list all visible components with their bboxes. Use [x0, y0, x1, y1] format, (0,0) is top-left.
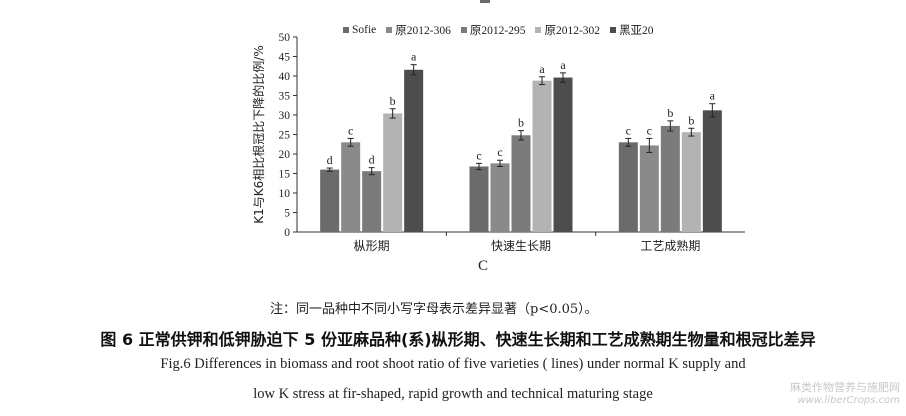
y-tick-label: 20 [279, 149, 291, 161]
bar-chart: 0 5 10 15 20 25 30 35 40 45 50 K1与K6相比根冠比下降的比例/% 枞形期… [251, 32, 745, 253]
bar [362, 171, 382, 232]
legend-swatch [610, 27, 617, 33]
y-tick-label: 35 [279, 91, 291, 103]
legend-item: 黑亚20 [610, 22, 654, 38]
legend-swatch [460, 27, 467, 33]
watermark-line2: www.liberCrops.com [797, 394, 900, 406]
x-tick-label: 工艺成熟期 [640, 238, 700, 253]
figure-caption-chinese: 图 6 正常供钾和低钾胁迫下 5 份亚麻品种(系)枞形期、快速生长期和工艺成熟期… [100, 330, 816, 349]
legend-label: Sofie [352, 24, 377, 36]
significance-letter: c [647, 123, 652, 137]
significance-letter: c [476, 148, 481, 162]
bar [618, 142, 638, 232]
chart-legend: Sofie 原2012-306 原2012-295 原2012-302 黑亚20 [343, 22, 654, 38]
figure-caption-english-line1: Fig.6 Differences in biomass and root sh… [160, 356, 746, 372]
legend-swatch [343, 27, 349, 33]
legend-label: 黑亚20 [619, 25, 654, 37]
y-tick-label: 10 [279, 188, 291, 200]
y-axis-label: K1与K6相比根冠比下降的比例/% [251, 45, 266, 223]
y-tick-label: 50 [279, 32, 291, 44]
y-tick-label: 30 [279, 110, 291, 122]
bar [469, 166, 489, 232]
significance-letter: b [667, 106, 673, 120]
significance-letter: c [497, 145, 502, 159]
x-tick-label: 快速生长期 [491, 239, 551, 253]
bar [681, 132, 701, 232]
bar [341, 142, 361, 232]
legend-item: 原2012-295 [460, 22, 526, 38]
bar [639, 145, 659, 232]
significance-letter: b [518, 116, 524, 130]
y-tick-label: 25 [279, 130, 291, 142]
legend-item: 原2012-306 [386, 22, 451, 38]
bar [532, 80, 552, 233]
bar [702, 110, 722, 232]
legend-label: 原2012-295 [469, 25, 526, 37]
figure-caption-english-line2: low K stress at fir-shaped, rapid growth… [253, 386, 653, 402]
significance-letter: c [626, 123, 631, 137]
watermark-line1: 麻类作物营养与施肥网 [790, 381, 900, 394]
legend-item: 原2012-302 [535, 22, 600, 38]
y-tick-label: 5 [284, 208, 290, 220]
bar [490, 163, 510, 232]
bar [320, 169, 340, 232]
significance-letter: b [390, 94, 396, 108]
significance-letter: a [560, 58, 566, 72]
significance-letter: a [539, 62, 545, 76]
y-tick-label: 0 [284, 227, 290, 239]
significance-letter: a [710, 89, 716, 103]
significance-letter: b [688, 113, 694, 127]
figure-note: 注：同一品种中不同小写字母表示差异显著（p<0.05）。 [270, 302, 598, 317]
y-tick-label: 45 [279, 52, 291, 64]
legend-swatch [386, 27, 393, 33]
panel-label: C [478, 258, 489, 274]
legend-item: Sofie [343, 24, 376, 36]
y-tick-label: 40 [279, 71, 291, 83]
significance-letter: a [411, 50, 417, 64]
significance-letter: d [369, 153, 375, 167]
significance-letter: d [327, 153, 333, 167]
legend-label: 原2012-302 [544, 25, 601, 37]
bar [553, 77, 573, 232]
y-tick-label: 15 [279, 169, 291, 181]
bar [383, 113, 403, 232]
legend-label: 原2012-306 [395, 25, 451, 37]
legend-swatch [535, 27, 542, 33]
watermark: 麻类作物营养与施肥网 www.liberCrops.com [760, 381, 900, 406]
bar [511, 135, 531, 232]
bar [660, 125, 680, 232]
significance-letter: c [348, 123, 353, 137]
bar [404, 69, 424, 232]
x-tick-label: 枞形期 [354, 239, 390, 253]
top-edge-mark [480, 0, 490, 3]
